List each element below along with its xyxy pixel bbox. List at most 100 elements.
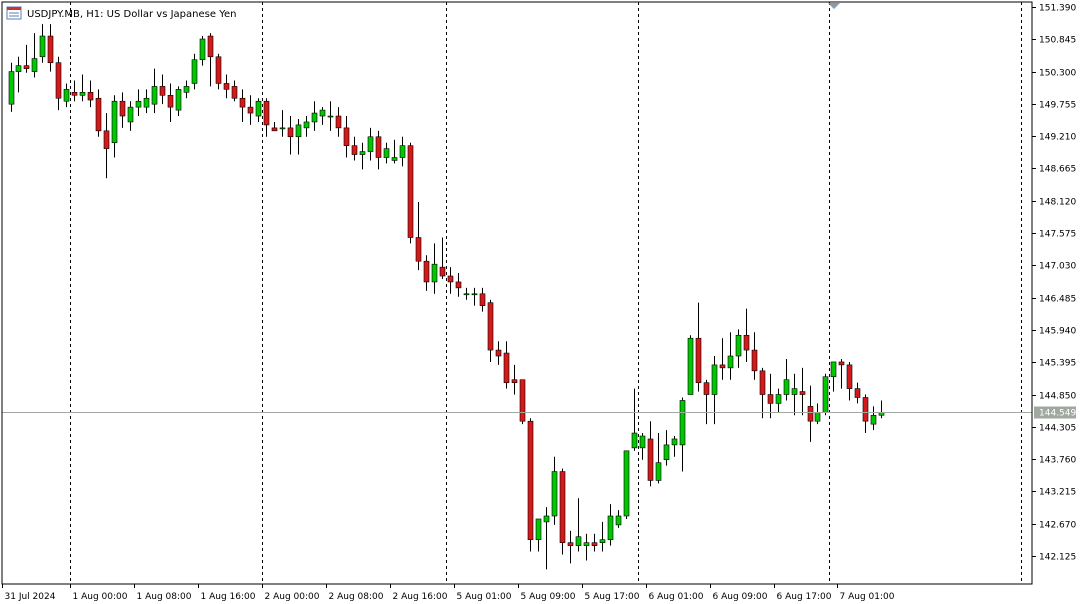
candle (223, 74, 230, 99)
candle-body-bear (415, 237, 422, 262)
candle (838, 358, 845, 389)
candle (543, 507, 550, 570)
candle (431, 243, 438, 294)
candle-body-bear (71, 92, 78, 96)
candle-body-bear (23, 65, 30, 69)
candle (127, 101, 134, 131)
candle (87, 80, 94, 108)
candle-body-bear (287, 127, 294, 138)
candle (463, 287, 470, 300)
candle (319, 107, 326, 125)
candle-body-bear (239, 97, 246, 108)
candle (854, 382, 861, 404)
current-price-tag (1034, 406, 1076, 419)
candle (71, 80, 78, 102)
y-tick-label: 143.760 (1039, 456, 1076, 466)
y-tick-label: 148.665 (1039, 165, 1076, 175)
candle (351, 136, 358, 161)
y-tick-label: 149.755 (1039, 101, 1076, 111)
x-tick-label: 6 Aug 17:00 (777, 592, 832, 602)
candle-body-bear (47, 35, 54, 63)
candle (343, 116, 350, 158)
candle (671, 436, 678, 457)
candle-body-bull (63, 89, 70, 102)
candle-body-bull (575, 536, 582, 546)
candle-body-bear (511, 379, 518, 383)
candle (447, 267, 454, 294)
candle (159, 74, 166, 105)
candle (759, 367, 766, 419)
candle-body-bull (463, 293, 470, 296)
candle (55, 56, 62, 111)
y-tick-label: 148.120 (1039, 198, 1076, 208)
shift-marker-icon[interactable] (828, 3, 840, 9)
candle-body-bear (207, 35, 214, 58)
candle (846, 361, 853, 401)
y-tick-label: 143.215 (1039, 488, 1076, 498)
x-tick-label: 2 Aug 16:00 (393, 592, 448, 602)
candle (551, 456, 558, 525)
candle-body-bear (439, 266, 446, 277)
candle (183, 80, 190, 99)
candle-body-bull (319, 109, 326, 117)
candle (199, 36, 206, 66)
candle-body-bull (735, 334, 742, 357)
candle (95, 89, 102, 137)
candle-body-bear (743, 334, 750, 351)
candle (807, 385, 814, 442)
candle-body-bull (631, 432, 638, 449)
candle (239, 89, 246, 122)
candle-body-bear (335, 115, 342, 129)
candle (215, 53, 222, 90)
candle (295, 118, 302, 155)
candle (207, 33, 214, 87)
candle-body-bear (799, 391, 806, 395)
candle-body-bull (327, 115, 334, 118)
candle (175, 86, 182, 117)
candle (583, 533, 590, 561)
candle (822, 373, 829, 416)
candle-body-bull (111, 100, 118, 143)
candle-body-bear (719, 364, 726, 369)
candle-body-bull (303, 121, 310, 129)
candle-body-bull (31, 58, 38, 72)
candle-body-bull (39, 35, 46, 58)
candle (743, 308, 750, 362)
candle (878, 400, 885, 419)
candle-body-bull (543, 515, 550, 523)
candle-body-bull (727, 355, 734, 369)
candle-body-bear (559, 471, 566, 543)
candle-body-bull (295, 124, 302, 138)
candle (695, 302, 702, 392)
candle (111, 95, 118, 158)
candle (383, 142, 390, 164)
y-tick-label: 142.670 (1039, 521, 1076, 531)
x-tick-label: 2 Aug 00:00 (265, 592, 320, 602)
candle (8, 62, 15, 112)
x-tick-label: 5 Aug 09:00 (521, 592, 576, 602)
candle-body-bear (343, 127, 350, 146)
candle-body-bear (103, 130, 110, 149)
x-tick-label: 2 Aug 08:00 (329, 592, 384, 602)
candle-body-bear (751, 349, 758, 372)
candle (559, 468, 566, 555)
candle (399, 136, 406, 167)
x-tick-label: 5 Aug 17:00 (585, 592, 640, 602)
candle-body-bull (551, 471, 558, 517)
candle (511, 364, 518, 395)
candle (255, 98, 262, 122)
candle (263, 98, 270, 137)
candle (39, 24, 46, 63)
candle-body-bull (663, 444, 670, 461)
candle-body-bull (615, 515, 622, 526)
candle-body-bull (830, 361, 837, 378)
candle (471, 287, 478, 306)
candle (335, 107, 342, 137)
candle (599, 521, 606, 552)
candle (775, 388, 782, 413)
candle-body-bull (687, 337, 694, 395)
candle (479, 287, 486, 312)
y-tick-label: 145.940 (1039, 327, 1076, 337)
